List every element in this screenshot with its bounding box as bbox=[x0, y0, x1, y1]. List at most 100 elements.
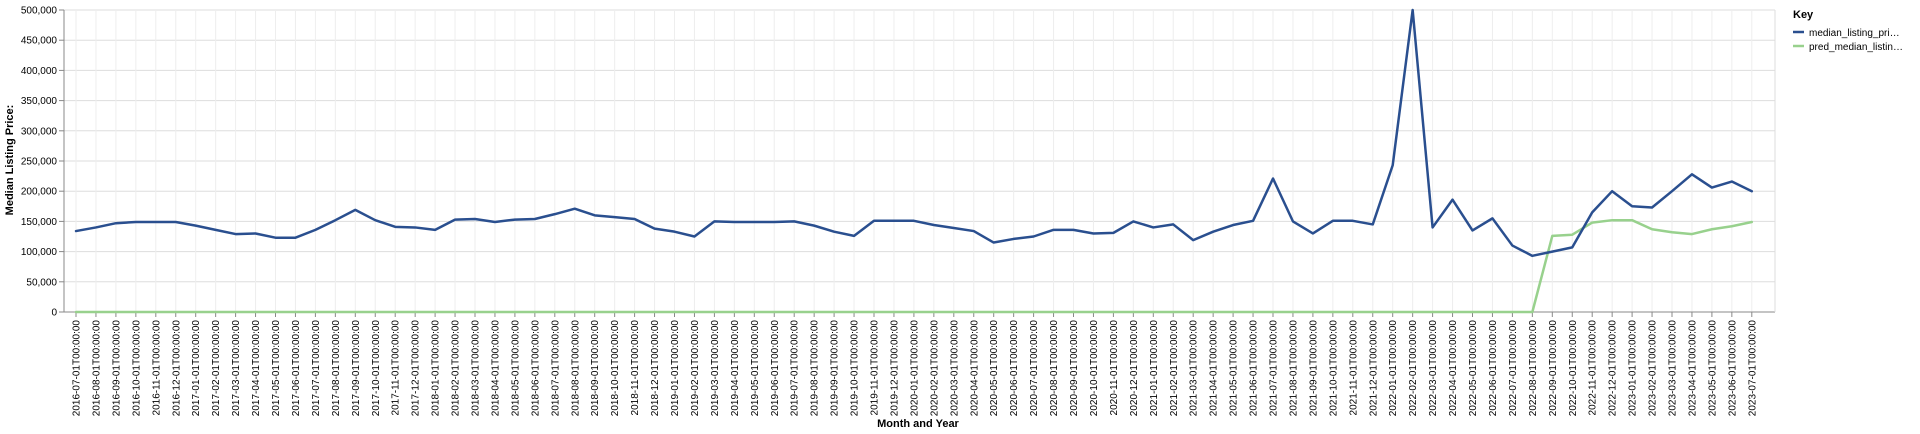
x-tick-label: 2020-03-01T00:00:00 bbox=[949, 320, 960, 417]
x-tick-label: 2019-08-01T00:00:00 bbox=[810, 320, 821, 417]
x-tick-label: 2022-06-01T00:00:00 bbox=[1488, 320, 1499, 417]
x-tick-label: 2023-06-01T00:00:00 bbox=[1727, 320, 1738, 417]
x-tick-label: 2018-03-01T00:00:00 bbox=[471, 320, 482, 417]
x-tick-label: 2020-12-01T00:00:00 bbox=[1129, 320, 1140, 417]
x-tick-label: 2022-04-01T00:00:00 bbox=[1448, 320, 1459, 417]
x-tick-label: 2022-03-01T00:00:00 bbox=[1428, 320, 1439, 417]
x-tick-label: 2019-07-01T00:00:00 bbox=[790, 320, 801, 417]
y-axis-ticks: 0 50,000 100,000 150,000 200,000 250,000 300,0… bbox=[21, 6, 64, 319]
x-tick-label: 2021-12-01T00:00:00 bbox=[1368, 320, 1379, 417]
x-tick-label: 2018-11-01T00:00:00 bbox=[630, 320, 641, 416]
x-tick-label: 2021-07-01T00:00:00 bbox=[1269, 320, 1280, 417]
x-tick-label: 2018-09-01T00:00:00 bbox=[590, 320, 601, 417]
x-tick-label: 2022-05-01T00:00:00 bbox=[1468, 320, 1479, 417]
x-tick-label: 2017-01-01T00:00:00 bbox=[191, 320, 202, 417]
x-tick-label: 2016-09-01T00:00:00 bbox=[111, 320, 122, 417]
x-tick-label: 2019-10-01T00:00:00 bbox=[850, 320, 861, 417]
x-tick-label: 2019-01-01T00:00:00 bbox=[670, 320, 681, 417]
x-tick-label: 2018-07-01T00:00:00 bbox=[550, 320, 561, 417]
x-tick-label: 2017-12-01T00:00:00 bbox=[411, 320, 422, 417]
x-tick-label: 2017-03-01T00:00:00 bbox=[231, 320, 242, 417]
x-tick-label: 2021-04-01T00:00:00 bbox=[1209, 320, 1220, 417]
x-tick-label: 2017-06-01T00:00:00 bbox=[291, 320, 302, 417]
x-tick-label: 2019-05-01T00:00:00 bbox=[750, 320, 761, 417]
x-tick-label: 2017-11-01T00:00:00 bbox=[391, 320, 402, 416]
x-tick-label: 2022-01-01T00:00:00 bbox=[1388, 320, 1399, 417]
x-tick-label: 2022-08-01T00:00:00 bbox=[1528, 320, 1539, 417]
x-tick-label: 2022-07-01T00:00:00 bbox=[1508, 320, 1519, 417]
x-tick-label: 2018-12-01T00:00:00 bbox=[650, 320, 661, 417]
x-tick-label: 2021-02-01T00:00:00 bbox=[1169, 320, 1180, 417]
y-tick-label: 400,000 bbox=[21, 66, 58, 77]
x-tick-label: 2020-07-01T00:00:00 bbox=[1029, 320, 1040, 417]
x-tick-label: 2021-08-01T00:00:00 bbox=[1288, 320, 1299, 417]
x-tick-label: 2020-09-01T00:00:00 bbox=[1069, 320, 1080, 417]
x-tick-label: 2017-09-01T00:00:00 bbox=[351, 320, 362, 417]
y-axis-title: Median Listing Price: bbox=[4, 105, 16, 216]
x-tick-label: 2017-10-01T00:00:00 bbox=[371, 320, 382, 417]
x-tick-label: 2019-03-01T00:00:00 bbox=[710, 320, 721, 417]
x-tick-label: 2017-05-01T00:00:00 bbox=[271, 320, 282, 417]
series-line bbox=[74, 218, 1754, 314]
x-tick-label: 2018-08-01T00:00:00 bbox=[570, 320, 581, 417]
y-tick-label: 300,000 bbox=[21, 126, 58, 137]
x-tick-label: 2017-02-01T00:00:00 bbox=[211, 320, 222, 417]
x-tick-label: 2018-01-01T00:00:00 bbox=[431, 320, 442, 417]
legend-label-median: median_listing_pri… bbox=[1809, 28, 1900, 39]
x-tick-label: 2016-11-01T00:00:00 bbox=[151, 320, 162, 416]
x-tick-label: 2021-05-01T00:00:00 bbox=[1229, 320, 1240, 417]
x-tick-label: 2016-08-01T00:00:00 bbox=[91, 320, 102, 417]
series-lines bbox=[74, 8, 1754, 314]
x-tick-label: 2016-12-01T00:00:00 bbox=[171, 320, 182, 417]
y-tick-label: 50,000 bbox=[26, 277, 57, 288]
x-tick-label: 2020-04-01T00:00:00 bbox=[969, 320, 980, 417]
x-tick-label: 2022-11-01T00:00:00 bbox=[1588, 320, 1599, 416]
grid-lines bbox=[64, 9, 1775, 313]
x-tick-label: 2019-02-01T00:00:00 bbox=[690, 320, 701, 417]
x-tick-label: 2021-03-01T00:00:00 bbox=[1189, 320, 1200, 417]
x-tick-label: 2018-05-01T00:00:00 bbox=[510, 320, 521, 417]
legend: Key median_listing_pri… pred_median_list… bbox=[1793, 9, 1903, 53]
y-tick-label: 450,000 bbox=[21, 36, 58, 47]
y-tick-label: 350,000 bbox=[21, 96, 58, 107]
x-tick-label: 2016-07-01T00:00:00 bbox=[72, 320, 83, 417]
x-tick-label: 2021-10-01T00:00:00 bbox=[1328, 320, 1339, 417]
y-tick-label: 200,000 bbox=[21, 187, 58, 198]
x-axis-ticks: 2016-07-01T00:00:00 2016-08-01T00:00:00 20… bbox=[72, 312, 1758, 417]
x-axis-title: Month and Year bbox=[877, 418, 959, 430]
x-tick-label: 2020-11-01T00:00:00 bbox=[1109, 320, 1120, 416]
x-tick-label: 2022-02-01T00:00:00 bbox=[1408, 320, 1419, 417]
x-tick-label: 2021-01-01T00:00:00 bbox=[1149, 320, 1160, 417]
x-tick-label: 2023-04-01T00:00:00 bbox=[1687, 320, 1698, 417]
x-tick-label: 2019-11-01T00:00:00 bbox=[870, 320, 881, 416]
y-tick-label: 500,000 bbox=[21, 6, 58, 17]
x-tick-label: 2017-08-01T00:00:00 bbox=[331, 320, 342, 417]
x-tick-label: 2019-06-01T00:00:00 bbox=[770, 320, 781, 417]
x-tick-label: 2021-09-01T00:00:00 bbox=[1308, 320, 1319, 417]
legend-label-pred: pred_median_listin… bbox=[1809, 42, 1903, 53]
x-tick-label: 2022-12-01T00:00:00 bbox=[1608, 320, 1619, 417]
x-tick-label: 2018-02-01T00:00:00 bbox=[451, 320, 462, 417]
x-tick-label: 2023-07-01T00:00:00 bbox=[1747, 320, 1758, 417]
series-line bbox=[74, 8, 1754, 258]
x-tick-label: 2023-02-01T00:00:00 bbox=[1648, 320, 1659, 417]
x-tick-label: 2021-06-01T00:00:00 bbox=[1249, 320, 1260, 417]
x-tick-label: 2019-09-01T00:00:00 bbox=[830, 320, 841, 417]
x-tick-label: 2019-12-01T00:00:00 bbox=[889, 320, 900, 417]
y-tick-label: 250,000 bbox=[21, 157, 58, 168]
x-tick-label: 2020-08-01T00:00:00 bbox=[1049, 320, 1060, 417]
x-tick-label: 2023-05-01T00:00:00 bbox=[1707, 320, 1718, 417]
legend-title: Key bbox=[1793, 9, 1814, 21]
x-tick-label: 2020-02-01T00:00:00 bbox=[929, 320, 940, 417]
x-tick-label: 2018-06-01T00:00:00 bbox=[530, 320, 541, 417]
y-tick-label: 0 bbox=[51, 308, 57, 319]
x-tick-label: 2018-10-01T00:00:00 bbox=[610, 320, 621, 417]
x-tick-label: 2022-09-01T00:00:00 bbox=[1548, 320, 1559, 417]
x-tick-label: 2020-01-01T00:00:00 bbox=[909, 320, 920, 417]
x-tick-label: 2016-10-01T00:00:00 bbox=[131, 320, 142, 417]
x-tick-label: 2020-06-01T00:00:00 bbox=[1009, 320, 1020, 417]
y-tick-label: 100,000 bbox=[21, 247, 58, 258]
x-tick-label: 2022-10-01T00:00:00 bbox=[1568, 320, 1579, 417]
x-tick-label: 2021-11-01T00:00:00 bbox=[1348, 320, 1359, 416]
